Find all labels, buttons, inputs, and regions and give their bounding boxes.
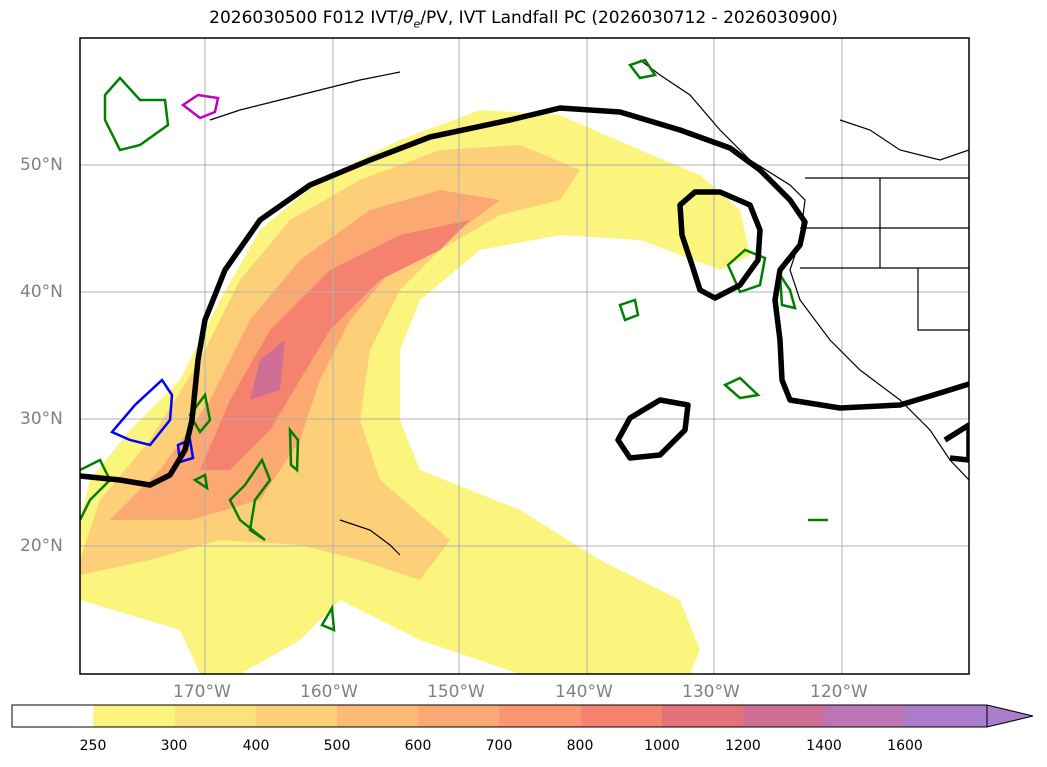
lat-label-40n: 40°N bbox=[20, 282, 63, 302]
lon-label-140w: 140°W bbox=[555, 682, 613, 702]
coastlines bbox=[209, 59, 969, 556]
lat-label-20n: 20°N bbox=[20, 536, 63, 556]
theta-e-contours bbox=[80, 58, 828, 632]
ivt-colorbar bbox=[11, 704, 1034, 728]
colorbar-segment bbox=[580, 705, 663, 727]
lon-label-160w: 160°W bbox=[300, 682, 358, 702]
colorbar-segment bbox=[418, 705, 500, 727]
colorbar-tick: 700 bbox=[485, 738, 513, 754]
colorbar-segment bbox=[337, 705, 419, 727]
colorbar-segment bbox=[662, 705, 744, 727]
lon-label-130w: 130°W bbox=[682, 682, 740, 702]
colorbar-frame bbox=[11, 704, 988, 728]
colorbar-segment bbox=[499, 705, 582, 727]
graticule bbox=[80, 38, 969, 674]
colorbar-tick: 1400 bbox=[806, 738, 842, 754]
colorbar-segment bbox=[255, 705, 338, 727]
colorbar-tick: 1600 bbox=[887, 738, 923, 754]
map-title: 2026030500 F012 IVT/θe/PV, IVT Landfall … bbox=[209, 8, 838, 31]
colorbar-segment bbox=[905, 705, 988, 727]
lon-label-120w: 120°W bbox=[810, 682, 868, 702]
colorbar-tick: 300 bbox=[160, 738, 188, 754]
colorbar-tick: 600 bbox=[404, 738, 432, 754]
landfall-pc-contours bbox=[80, 105, 969, 488]
colorbar-tick: 800 bbox=[566, 738, 594, 754]
colorbar-segment bbox=[824, 705, 907, 727]
colorbar-segment bbox=[93, 705, 175, 727]
colorbar-tick: 250 bbox=[79, 738, 107, 754]
lat-label-30n: 30°N bbox=[20, 409, 63, 429]
colorbar-tick: 400 bbox=[242, 738, 270, 754]
colorbar-tick: 1000 bbox=[644, 738, 680, 754]
colorbar-segment bbox=[174, 705, 257, 727]
colorbar-tick: 1200 bbox=[725, 738, 761, 754]
colorbar-tick: 500 bbox=[323, 738, 351, 754]
lat-label-50n: 50°N bbox=[20, 155, 63, 175]
map-panel bbox=[79, 37, 970, 675]
colorbar-extend-arrow bbox=[986, 704, 1034, 728]
lon-label-150w: 150°W bbox=[427, 682, 485, 702]
colorbar-segment bbox=[12, 705, 94, 727]
lon-label-170w: 170°W bbox=[173, 682, 231, 702]
colorbar-segment bbox=[743, 705, 825, 727]
map-frame bbox=[79, 37, 970, 675]
